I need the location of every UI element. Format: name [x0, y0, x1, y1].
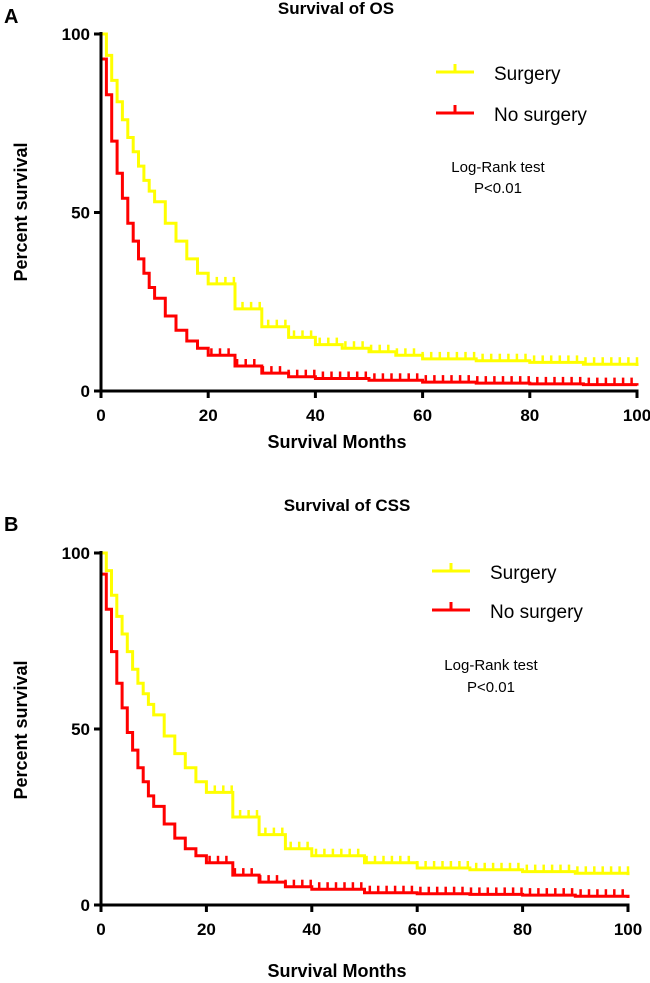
legend-label-surgery-a: Surgery — [494, 64, 561, 85]
panel-letter-a: A — [4, 6, 18, 28]
km-curve-no-surgery-a — [101, 57, 639, 387]
annotation-logrank-a: Log-Rank test — [451, 159, 545, 176]
legend-item-no-surgery-a: No surgery — [436, 105, 587, 126]
axes-layer-a — [99, 32, 639, 393]
x-tick-label-0-a: 0 — [96, 406, 105, 425]
x-tick-label-0-b: 0 — [96, 920, 105, 939]
panel-letter-b: B — [4, 514, 18, 536]
x-tick-label-100-a: 100 — [623, 406, 650, 425]
x-tick-label-20-a: 20 — [199, 406, 218, 425]
chart-title-a: Survival of OS — [278, 0, 394, 18]
plot-area-a: 0 50 100 0 20 40 60 80 100 — [62, 25, 650, 425]
y-tick-label-100-b: 100 — [62, 544, 90, 563]
ticks-layer-a: 0 50 100 0 20 40 60 80 100 — [62, 25, 650, 425]
y-axis-title-a: Percent survival — [11, 142, 31, 281]
legend-label-no-surgery-a: No surgery — [494, 105, 587, 126]
legend-item-surgery-a: Surgery — [436, 64, 561, 85]
x-tick-label-80-a: 80 — [520, 406, 539, 425]
x-tick-label-100-b: 100 — [614, 920, 642, 939]
y-tick-label-50-a: 50 — [71, 204, 90, 223]
chart-title-b: Survival of CSS — [284, 496, 411, 515]
legend-a: Surgery No surgery — [436, 64, 587, 126]
y-tick-label-0-b: 0 — [81, 896, 90, 915]
x-tick-label-20-b: 20 — [197, 920, 216, 939]
legend-item-surgery-b: Surgery — [432, 563, 557, 584]
legend-label-surgery-b: Surgery — [490, 563, 557, 584]
x-tick-label-80-b: 80 — [513, 920, 532, 939]
ticks-layer-b: 0 50 100 0 20 40 60 80 100 — [62, 544, 643, 939]
series-layer-a — [101, 32, 639, 387]
y-tick-label-50-b: 50 — [71, 720, 90, 739]
x-axis-title-a: Survival Months — [267, 432, 406, 452]
x-tick-label-40-b: 40 — [302, 920, 321, 939]
y-axis-title-b: Percent survival — [11, 660, 31, 799]
y-tick-label-0-a: 0 — [81, 382, 90, 401]
km-curve-no-surgery-b — [101, 572, 630, 898]
annotation-logrank-b: Log-Rank test — [444, 657, 538, 674]
annotation-pvalue-a: P<0.01 — [474, 180, 522, 197]
legend-b: Surgery No surgery — [432, 563, 583, 623]
plot-area-b: 0 50 100 0 20 40 60 80 100 — [62, 544, 643, 939]
x-axis-title-b: Survival Months — [267, 961, 406, 981]
series-layer-b — [101, 551, 630, 898]
legend-item-no-surgery-b: No surgery — [432, 602, 583, 623]
y-tick-label-100-a: 100 — [62, 25, 90, 44]
x-tick-label-40-a: 40 — [306, 406, 325, 425]
panel-b: B Survival of CSS Percent survival Survi… — [4, 496, 642, 981]
annotation-pvalue-b: P<0.01 — [467, 679, 515, 696]
x-tick-label-60-b: 60 — [408, 920, 427, 939]
x-tick-label-60-a: 60 — [413, 406, 432, 425]
panel-a: A Survival of OS Percent survival Surviv… — [4, 0, 650, 452]
legend-label-no-surgery-b: No surgery — [490, 602, 583, 623]
